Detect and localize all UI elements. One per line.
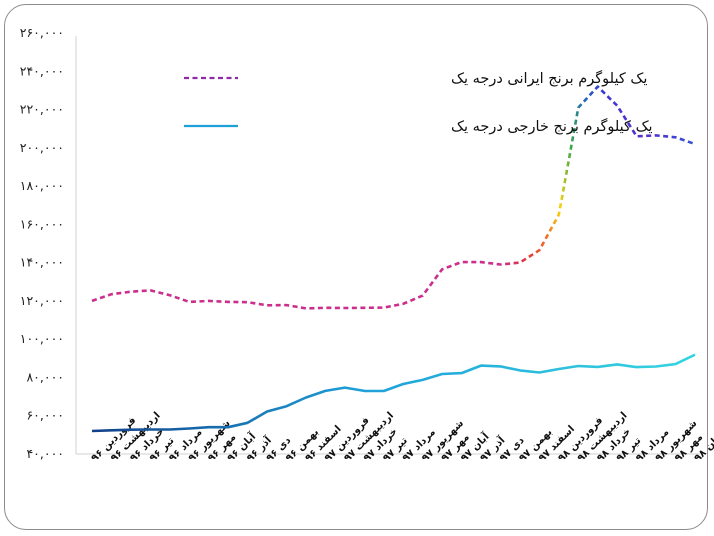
series-line-foreign	[91, 353, 696, 433]
y-tick-label: ۲۴۰,۰۰۰	[20, 63, 64, 78]
y-axis-ticks: ۴۰,۰۰۰ ۶۰,۰۰۰ ۸۰,۰۰۰ ۱۰۰,۰۰۰ ۱۲۰,۰۰۰ ۱۴۰,۰۰۰ ۱…	[20, 25, 64, 461]
y-tick-label: ۱۶۰,۰۰۰	[20, 216, 64, 231]
series-layer	[91, 85, 696, 433]
y-tick-label: ۱۴۰,۰۰۰	[20, 255, 64, 270]
legend-label-iranian: یک کیلوگرم برنج ایرانی درجه یک	[451, 70, 647, 87]
chart-frame	[4, 4, 708, 530]
legend-label-foreign: یک کیلوگرم برنج خارجی درجه یک	[451, 118, 653, 135]
y-tick-label: ۱۰۰,۰۰۰	[20, 331, 64, 346]
y-tick-label: ۲۶۰,۰۰۰	[20, 25, 64, 40]
y-tick-label: ۸۰,۰۰۰	[26, 369, 64, 384]
legend: یک کیلوگرم برنج ایرانی درجه یک یک کیلوگر…	[184, 70, 653, 135]
y-tick-label: ۶۰,۰۰۰	[26, 408, 64, 423]
y-tick-label: ۱۸۰,۰۰۰	[20, 178, 64, 193]
y-tick-label: ۲۲۰,۰۰۰	[20, 102, 64, 117]
y-tick-label: ۴۰,۰۰۰	[26, 446, 64, 461]
y-tick-label: ۱۲۰,۰۰۰	[20, 293, 64, 308]
y-tick-label: ۲۰۰,۰۰۰	[20, 140, 64, 155]
series-line-iranian	[91, 85, 696, 310]
